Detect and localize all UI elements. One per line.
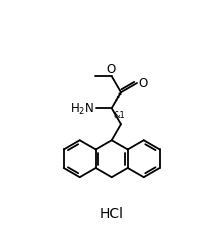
Text: &1: &1 xyxy=(113,110,125,119)
Text: HCl: HCl xyxy=(100,206,124,220)
Text: H$_2$N: H$_2$N xyxy=(70,101,94,116)
Text: O: O xyxy=(106,63,116,76)
Text: O: O xyxy=(138,76,148,89)
